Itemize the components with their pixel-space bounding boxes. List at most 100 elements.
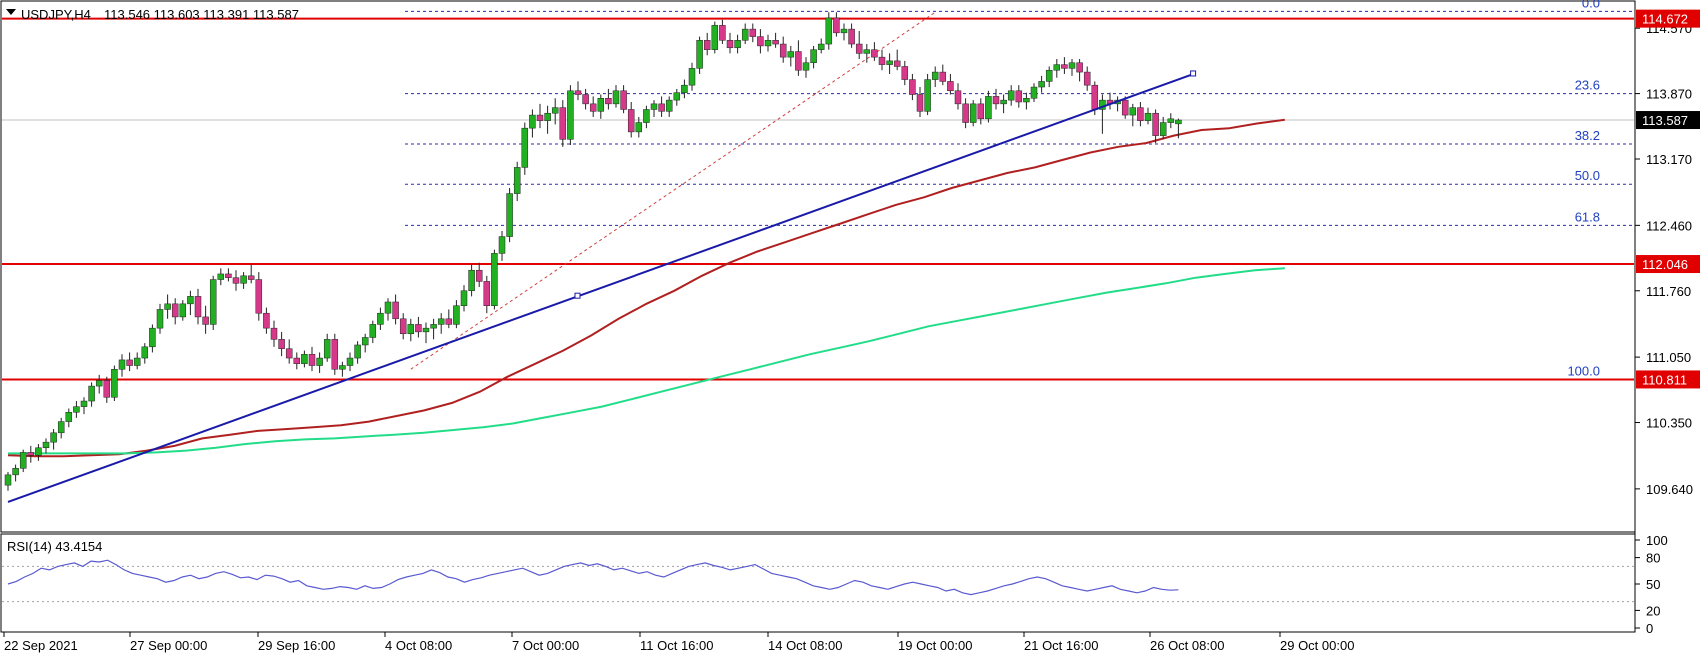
candle-body (673, 92, 681, 101)
y-tick-label: 113.170 (1646, 152, 1692, 167)
price-tag (1636, 9, 1700, 28)
candle-body (513, 167, 521, 194)
candle-body (665, 99, 673, 112)
candle (57, 417, 65, 439)
candle-body (506, 193, 513, 237)
candle-body (901, 66, 909, 80)
candle-body (1038, 81, 1045, 88)
candle-body (308, 354, 316, 366)
candle-body (954, 90, 962, 105)
candle (194, 288, 202, 325)
candle (681, 79, 688, 99)
price-tag (1636, 111, 1700, 130)
candle-body (544, 112, 551, 121)
candle (50, 429, 57, 450)
candle-body (65, 412, 73, 422)
candle (696, 36, 703, 74)
candle-body (969, 103, 977, 123)
candle-body (863, 49, 871, 54)
candle (703, 32, 711, 56)
rsi-line (7, 559, 1179, 596)
candle-body (460, 290, 468, 306)
candle-body (369, 324, 377, 338)
candle-body (916, 94, 924, 112)
candle (1045, 66, 1053, 88)
candle (635, 116, 643, 138)
candle (301, 350, 308, 368)
candle-body (833, 17, 840, 34)
candle-body (559, 107, 567, 140)
ohlc-label: 113.546 113.603 113.391 113.587 (104, 7, 299, 22)
candle-body (323, 339, 331, 359)
candle (605, 88, 612, 110)
candle (871, 42, 878, 61)
candle (536, 103, 544, 129)
x-tick-label: 21 Oct 16:00 (1024, 638, 1098, 653)
candle (992, 88, 1000, 110)
candle (582, 88, 589, 110)
candle-body (840, 28, 848, 34)
candle-body (688, 68, 696, 86)
candle-body (42, 441, 50, 449)
candle-body (726, 40, 734, 49)
x-tick-label: 14 Oct 08:00 (768, 638, 842, 653)
candle (316, 352, 323, 374)
candle (802, 57, 810, 78)
candle (346, 352, 354, 372)
candle (1015, 85, 1023, 108)
candle-body (612, 90, 620, 105)
candle (354, 341, 361, 364)
candle-body (1076, 62, 1083, 73)
candle (1030, 83, 1038, 102)
candle-body (255, 279, 263, 314)
candle-body (247, 275, 255, 280)
candle-body (339, 365, 346, 370)
candle-body (285, 348, 293, 359)
candle (795, 40, 802, 76)
fib-trend-dashed-line (410, 11, 936, 370)
trendline-handle[interactable] (574, 292, 581, 299)
candle-body (126, 359, 133, 366)
dropdown-triangle-icon[interactable] (6, 9, 16, 15)
x-tick-label: 29 Oct 00:00 (1280, 638, 1354, 653)
candle-body (1175, 119, 1182, 125)
candle (491, 249, 498, 310)
candle-body (19, 452, 27, 469)
candle (513, 161, 521, 202)
candle-body (1152, 112, 1159, 136)
trendline (7, 73, 1194, 503)
candle (255, 272, 263, 321)
candle (415, 316, 422, 338)
candle (977, 98, 985, 125)
fib-level-label: 61.8 (1575, 209, 1600, 224)
symbol-label: USDJPY,H4 (21, 7, 91, 22)
candle (498, 230, 506, 261)
candle-body (931, 71, 939, 80)
candle (567, 85, 574, 145)
x-tick-label: 4 Oct 08:00 (385, 638, 452, 653)
candle-body (1137, 107, 1144, 121)
candle (453, 300, 460, 329)
candle-body (35, 447, 42, 456)
candle-body (802, 62, 810, 71)
candle (270, 320, 278, 347)
candle (149, 324, 156, 353)
candle-body (293, 357, 301, 364)
candle (80, 397, 88, 415)
candle (164, 294, 171, 319)
candle (217, 268, 225, 286)
candle (369, 320, 377, 344)
candle-body (1007, 90, 1015, 101)
candle (825, 12, 833, 50)
candle-body (985, 96, 992, 120)
candle-body (635, 122, 643, 133)
candle-body (589, 103, 597, 112)
candle-body (399, 318, 407, 335)
candle-body (437, 318, 445, 325)
candle (658, 96, 665, 117)
trendline-handle[interactable] (1190, 70, 1197, 77)
candle-body (384, 301, 392, 314)
moving-average-green-line (8, 267, 1285, 455)
candle-body (1068, 62, 1076, 69)
